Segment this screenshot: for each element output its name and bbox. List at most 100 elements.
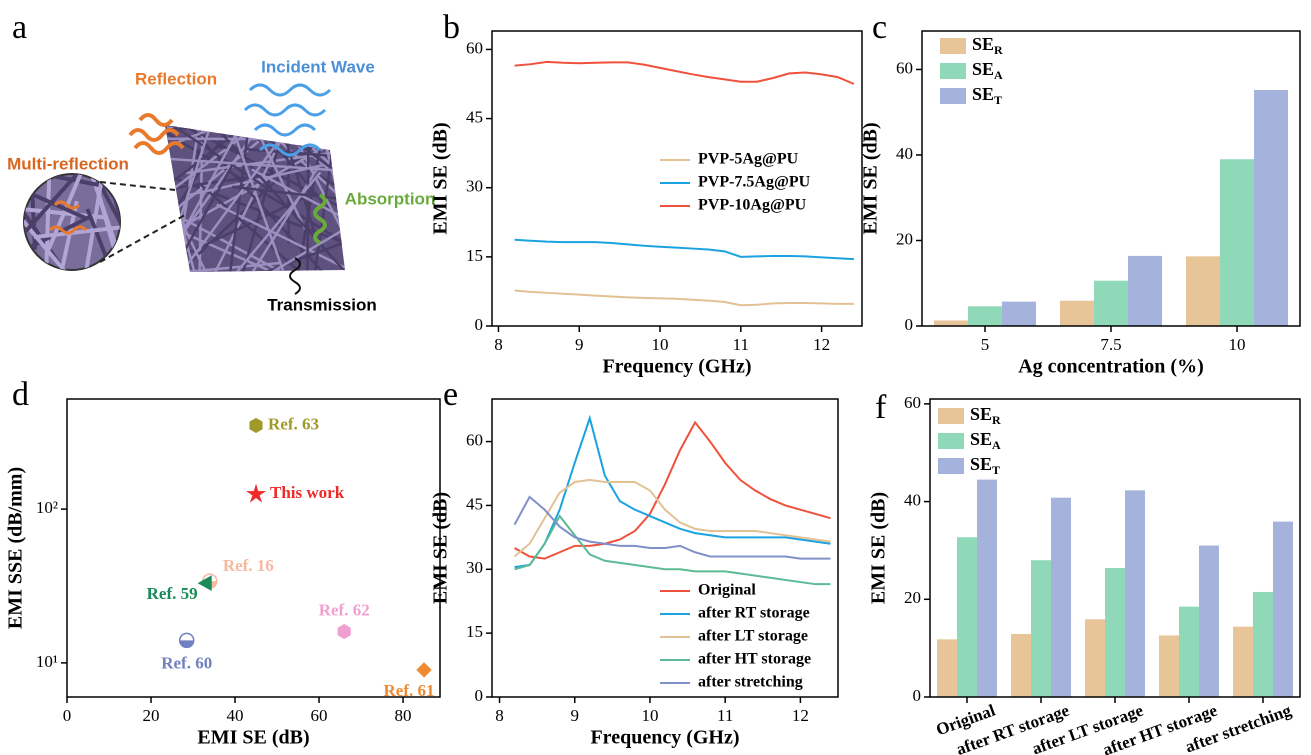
line-series [514, 238, 854, 261]
fiber [49, 200, 79, 270]
x-tick-label: 9 [575, 335, 584, 354]
y-tick-label: 20 [896, 229, 913, 248]
legend-subscript: R [992, 413, 1001, 427]
bar [937, 639, 958, 697]
legend-label: after HT storage [698, 651, 811, 668]
chart: 10¹ 10² 0 20 40 60 80 EMI SE (dB) EMI SSE (dB/mm… [5, 398, 441, 749]
y-tick-label: 45 [466, 107, 483, 126]
illustration-label: Transmission [267, 295, 377, 314]
legend-label: after RT storage [698, 605, 810, 622]
x-tick-label: 40 [227, 706, 244, 725]
fiber [173, 125, 290, 249]
chart: 0 15 30 45 60 8 9 10 11 12 Frequency (GHz) EMI SE (… [430, 30, 863, 378]
legend-label: PVP-7.5Ag@PU [698, 174, 811, 191]
bar [933, 320, 968, 326]
legend-label: SER [970, 404, 1001, 427]
x-tick-label: 8 [495, 706, 504, 725]
panel-label: d [12, 376, 29, 413]
fiber [24, 178, 67, 270]
fiber [225, 125, 308, 272]
plot-frame [66, 398, 441, 698]
bar [1219, 159, 1255, 326]
x-tick-label: 12 [813, 335, 830, 354]
legend-subscript: T [994, 93, 1002, 107]
line-series [514, 414, 831, 569]
x-axis-label: Ag concentration (%) [1018, 356, 1204, 378]
line-series [514, 60, 855, 85]
bar [1272, 521, 1293, 697]
bar [957, 537, 977, 697]
legend-label: PVP-10Ag@PU [698, 197, 807, 214]
y-tick-label: 15 [466, 246, 483, 265]
bar [1179, 606, 1199, 697]
y-tick-label: 0 [475, 686, 484, 705]
point-label: Ref. 59 [147, 584, 198, 603]
fiber [165, 125, 172, 272]
fiber [176, 125, 332, 213]
bar [1128, 255, 1163, 326]
legend-swatch [940, 63, 966, 79]
zoom-line [99, 214, 186, 263]
bar [1233, 626, 1254, 697]
bar [1050, 497, 1071, 697]
y-tick-label: 30 [466, 177, 483, 196]
fiber [251, 168, 345, 272]
fiber [73, 174, 120, 246]
point-label: Ref. 60 [161, 653, 212, 672]
fiber [24, 174, 99, 243]
x-tick-label: 60 [311, 706, 328, 725]
incident-wave [243, 83, 332, 157]
legend-label: SET [970, 454, 1000, 477]
zoom-line [99, 181, 176, 191]
y-tick-label: 10¹ [36, 652, 58, 671]
bar [1124, 490, 1145, 697]
point-label: This work [270, 483, 345, 502]
bar [1002, 301, 1037, 326]
line-series [513, 495, 831, 560]
legend-subscript: A [992, 438, 1001, 452]
x-tick-label: 0 [63, 706, 72, 725]
fiber [219, 131, 345, 272]
illustration-label: Absorption [345, 189, 436, 208]
fiber [165, 125, 183, 234]
reflection-wave [128, 113, 185, 155]
scatter-point [416, 662, 432, 678]
illustration-label: Incident Wave [261, 57, 375, 76]
y-axis-label: EMI SE (dB) [860, 122, 882, 234]
legend-subscript: T [992, 463, 1000, 477]
point-label: Ref. 63 [268, 414, 319, 433]
bar [1011, 633, 1032, 697]
x-axis-label: EMI SE (dB) [197, 727, 309, 749]
scatter-point [197, 575, 212, 591]
multi-reflection-wave [48, 200, 88, 235]
y-tick-label: 15 [466, 622, 483, 641]
fiber [165, 191, 316, 272]
scatter-point-half [179, 640, 194, 648]
fiber [165, 190, 311, 272]
line-series [514, 514, 831, 586]
scatter-point [337, 623, 351, 640]
bar [1085, 619, 1106, 697]
panel-label: f [875, 389, 887, 426]
fiber [165, 125, 175, 272]
legend-label: after stretching [698, 674, 803, 691]
bar [1031, 560, 1051, 697]
x-tick-label: 9 [570, 706, 579, 725]
panel-label: b [443, 9, 460, 46]
legend-subscript: R [994, 43, 1003, 57]
fiber [232, 185, 345, 215]
y-tick-label: 0 [905, 315, 914, 334]
y-tick-label: 20 [904, 588, 921, 607]
plot-frame [491, 398, 839, 698]
fiber [165, 235, 345, 272]
fiber [305, 126, 310, 272]
fiber [165, 125, 209, 272]
y-tick-label: 0 [913, 686, 922, 705]
bar [1159, 635, 1180, 697]
legend-label: Original [698, 582, 756, 599]
illustration-label: Multi-reflection [7, 154, 129, 173]
point-label: Ref. 61 [384, 681, 435, 700]
legend-label: SEA [972, 59, 1003, 82]
bar [1254, 90, 1289, 326]
y-tick-label: 40 [904, 490, 921, 509]
